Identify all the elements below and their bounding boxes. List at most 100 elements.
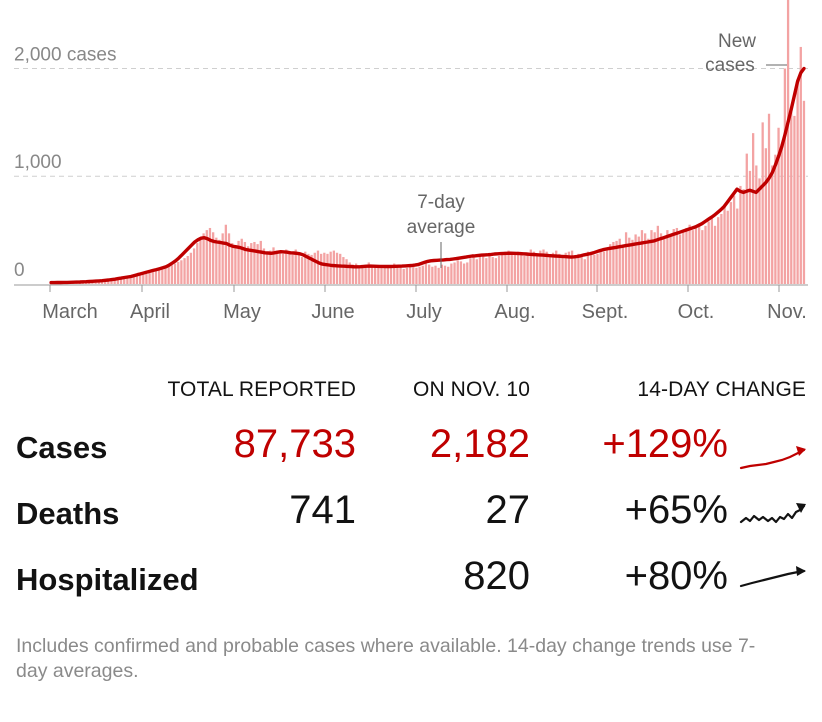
bar (351, 264, 355, 284)
x-tick-label: March (42, 301, 98, 323)
bar (583, 259, 586, 284)
bar (685, 227, 688, 284)
bar (602, 251, 605, 284)
bar (212, 232, 215, 284)
bar (104, 280, 107, 284)
bar (717, 217, 720, 284)
bar (790, 111, 793, 284)
bar (256, 244, 259, 284)
row-label-hospitalized: Hospitalized (16, 562, 199, 597)
bar (752, 133, 755, 284)
bar (386, 265, 389, 284)
bar (173, 263, 177, 284)
bar (555, 250, 558, 284)
x-tick-label: Nov. (767, 301, 807, 323)
bar (335, 252, 339, 284)
bar (246, 246, 250, 284)
header-14-day-change: 14-DAY CHANGE (637, 378, 806, 401)
stats-table: TOTAL REPORTED ON NOV. 10 14-DAY CHANGE … (0, 360, 822, 610)
bar (459, 261, 463, 284)
bar (148, 273, 151, 284)
bar (316, 250, 320, 284)
bar (294, 249, 297, 284)
bar (726, 210, 729, 284)
bar (434, 265, 437, 284)
new-cases-annotation: New cases (705, 31, 787, 76)
new-cases-bars (50, 0, 806, 285)
bar (424, 263, 428, 284)
bar (771, 165, 774, 284)
bar (701, 230, 704, 284)
bar (580, 257, 583, 284)
bar (691, 230, 694, 284)
bar (138, 275, 142, 284)
bar (170, 265, 173, 284)
bar (415, 267, 418, 284)
bar (669, 234, 672, 284)
bar (593, 254, 596, 284)
bar (561, 255, 564, 284)
bar (237, 240, 240, 284)
x-axis-ticks: March April May June July Aug. Sept. Oct. Nov. (42, 285, 807, 323)
bar (297, 252, 301, 284)
bar (262, 248, 266, 284)
bar (510, 252, 513, 284)
bar (558, 253, 561, 284)
bar (777, 127, 780, 284)
bar (628, 237, 631, 284)
bar (304, 251, 307, 284)
bar (758, 178, 761, 284)
bar (110, 280, 113, 284)
bar (570, 250, 574, 284)
bar (624, 232, 628, 284)
bar (313, 252, 316, 284)
bar (478, 253, 482, 284)
bar (405, 267, 409, 284)
bar (348, 262, 351, 284)
bar (421, 265, 424, 284)
bar (748, 170, 752, 284)
bar (542, 249, 545, 284)
bar (774, 154, 777, 284)
bar (218, 239, 221, 284)
bar (224, 224, 227, 284)
bar (380, 265, 383, 284)
x-tick-label: Aug. (494, 301, 535, 323)
header-total-reported: TOTAL REPORTED (167, 378, 356, 401)
gridlines (14, 67, 808, 177)
bar (281, 253, 285, 284)
bar (266, 251, 269, 284)
cases-total: 87,733 (233, 422, 356, 466)
bar (97, 281, 100, 284)
bar (783, 68, 787, 285)
bar (640, 230, 644, 284)
bar (590, 252, 593, 284)
cases-trend-sparkline (739, 446, 806, 470)
bar (615, 240, 618, 284)
bar (288, 251, 291, 284)
deaths-on-day: 27 (485, 488, 531, 532)
bar (536, 253, 539, 284)
bar (142, 274, 145, 284)
bar (786, 0, 790, 284)
bar (285, 249, 288, 284)
bar (663, 236, 666, 284)
bar (707, 221, 710, 284)
bar (644, 233, 647, 284)
bar (729, 202, 733, 284)
bar (269, 250, 272, 284)
bar (364, 264, 367, 284)
bar (494, 258, 497, 284)
bar (437, 267, 440, 284)
bar (383, 266, 386, 284)
bar (177, 261, 180, 284)
bar (650, 230, 653, 284)
bar (129, 277, 132, 284)
bar (497, 255, 501, 284)
bar (161, 268, 164, 284)
bar (320, 253, 323, 284)
bar (215, 237, 218, 284)
bar (374, 266, 377, 284)
new-cases-annotation-line2: cases (705, 55, 755, 76)
bar (208, 227, 212, 284)
